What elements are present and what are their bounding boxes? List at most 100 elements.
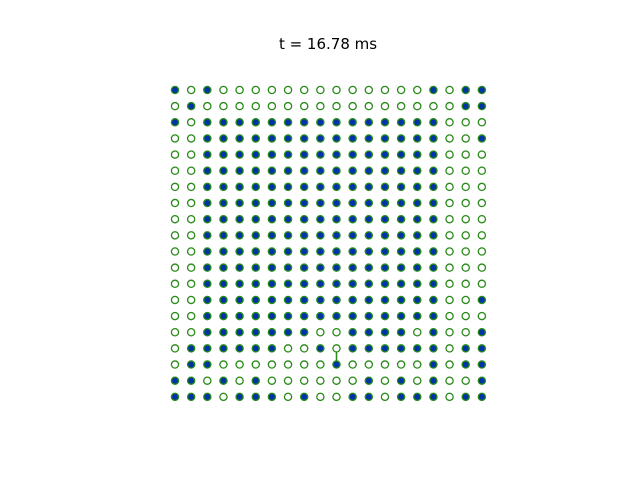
filled-site-r17-c16 [429, 360, 438, 369]
filled-site-r13-c3 [219, 295, 228, 305]
filled-site-r11-c6 [267, 263, 277, 272]
filled-site-r7-c2 [203, 198, 212, 208]
empty-site-r5-c17 [445, 166, 454, 175]
empty-site-r9-c17 [445, 231, 454, 240]
empty-site-r1-c11 [348, 101, 357, 111]
filled-site-r11-c7 [283, 263, 293, 272]
empty-site-r11-c19 [477, 263, 487, 272]
filled-site-r3-c8 [299, 134, 309, 143]
empty-site-r19-c10 [332, 392, 341, 402]
filled-site-r11-c16 [429, 263, 438, 272]
filled-site-r14-c7 [283, 311, 293, 321]
filled-site-r4-c6 [267, 150, 277, 159]
filled-site-r17-c18 [461, 360, 470, 369]
empty-site-r12-c0 [170, 279, 180, 289]
filled-site-r6-c4 [235, 182, 244, 192]
filled-site-r19-c8 [299, 392, 309, 402]
filled-site-r4-c10 [332, 150, 341, 159]
empty-site-r1-c6 [267, 101, 277, 111]
filled-site-r11-c4 [235, 263, 244, 272]
filled-site-r16-c9 [316, 344, 325, 353]
empty-site-r4-c0 [170, 150, 180, 159]
empty-site-r1-c7 [283, 101, 293, 111]
filled-site-r5-c16 [429, 166, 438, 175]
filled-site-r3-c7 [283, 134, 293, 143]
filled-site-r11-c3 [219, 263, 228, 272]
filled-site-r9-c15 [412, 231, 422, 240]
empty-site-r19-c17 [445, 392, 454, 402]
empty-site-r18-c8 [299, 376, 309, 385]
filled-site-r12-c14 [396, 279, 406, 289]
empty-site-r9-c19 [477, 231, 487, 240]
filled-site-r7-c11 [348, 198, 357, 208]
filled-site-r9-c10 [332, 231, 341, 240]
filled-site-r3-c3 [219, 134, 228, 143]
filled-site-r15-c5 [251, 327, 260, 337]
filled-site-r3-c13 [380, 134, 390, 143]
filled-site-r4-c2 [203, 150, 212, 159]
filled-site-r4-c7 [283, 150, 293, 159]
empty-site-r0-c1 [186, 85, 196, 95]
filled-site-r6-c10 [332, 182, 341, 192]
empty-site-r17-c3 [219, 360, 228, 369]
filled-site-r3-c6 [267, 134, 277, 143]
filled-site-r15-c7 [283, 327, 293, 337]
empty-site-r8-c19 [477, 214, 487, 224]
filled-site-r18-c19 [477, 376, 487, 385]
filled-site-r18-c16 [429, 376, 438, 385]
point-layer [170, 85, 487, 402]
filled-site-r11-c10 [332, 263, 341, 272]
filled-site-r15-c6 [267, 327, 277, 337]
filled-site-r12-c3 [219, 279, 228, 289]
filled-site-r12-c15 [412, 279, 422, 289]
filled-site-r12-c4 [235, 279, 244, 289]
empty-site-r13-c18 [461, 295, 470, 305]
empty-site-r16-c7 [283, 344, 293, 353]
filled-site-r2-c13 [380, 118, 390, 127]
filled-site-r14-c6 [267, 311, 277, 321]
filled-site-r11-c5 [251, 263, 260, 272]
filled-site-r7-c10 [332, 198, 341, 208]
empty-site-r0-c11 [348, 85, 357, 95]
filled-site-r10-c11 [348, 247, 357, 256]
empty-site-r1-c5 [251, 101, 260, 111]
filled-site-r14-c13 [380, 311, 390, 321]
empty-site-r1-c8 [299, 101, 309, 111]
filled-site-r13-c15 [412, 295, 422, 305]
filled-site-r12-c12 [364, 279, 374, 289]
empty-site-r5-c19 [477, 166, 487, 175]
filled-site-r19-c2 [203, 392, 212, 402]
empty-site-r9-c0 [170, 231, 180, 240]
filled-site-r1-c19 [477, 101, 487, 111]
filled-site-r8-c3 [219, 214, 228, 224]
filled-site-r7-c7 [283, 198, 293, 208]
filled-site-r4-c3 [219, 150, 228, 159]
filled-site-r10-c13 [380, 247, 390, 256]
filled-site-r6-c6 [267, 182, 277, 192]
filled-site-r4-c14 [396, 150, 406, 159]
filled-site-r5-c10 [332, 166, 341, 175]
empty-site-r3-c1 [186, 134, 196, 143]
filled-site-r15-c8 [299, 327, 309, 337]
empty-site-r4-c18 [461, 150, 470, 159]
filled-site-r12-c8 [299, 279, 309, 289]
filled-site-r11-c14 [396, 263, 406, 272]
filled-site-r7-c5 [251, 198, 260, 208]
filled-site-r9-c14 [396, 231, 406, 240]
filled-site-r7-c4 [235, 198, 244, 208]
empty-site-r4-c19 [477, 150, 487, 159]
filled-site-r2-c6 [267, 118, 277, 127]
filled-site-r6-c2 [203, 182, 212, 192]
filled-site-r2-c0 [170, 118, 180, 127]
empty-site-r14-c0 [170, 311, 180, 321]
filled-site-r19-c0 [170, 392, 180, 402]
filled-site-r17-c10 [332, 360, 341, 369]
empty-site-r14-c18 [461, 311, 470, 321]
empty-site-r12-c1 [186, 279, 196, 289]
filled-site-r14-c3 [219, 311, 228, 321]
filled-site-r11-c9 [316, 263, 325, 272]
empty-site-r18-c17 [445, 376, 454, 385]
filled-site-r11-c12 [364, 263, 374, 272]
empty-site-r18-c7 [283, 376, 293, 385]
filled-site-r10-c4 [235, 247, 244, 256]
